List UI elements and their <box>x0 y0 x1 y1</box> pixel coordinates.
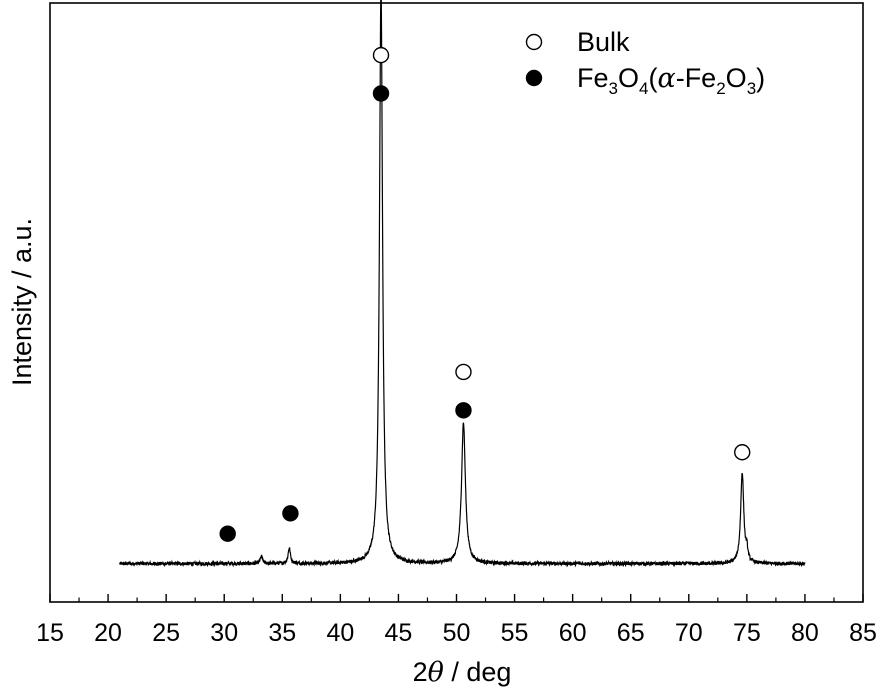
legend-oxide-sub3: 3 <box>609 79 618 98</box>
x-tick-label: 80 <box>791 619 819 647</box>
x-tick-label: 65 <box>617 619 645 647</box>
legend-marker-oxide <box>525 69 543 87</box>
oxide-peak-marker <box>455 402 472 419</box>
x-tick-label: 55 <box>501 619 529 647</box>
bulk-peak-marker <box>455 363 472 381</box>
x-axis-label: 2θ / deg <box>413 657 512 688</box>
x-tick-label: 70 <box>675 619 703 647</box>
x-tick-label: 75 <box>733 619 761 647</box>
legend-label-bulk: Bulk <box>577 27 630 57</box>
x-tick-label: 50 <box>443 619 471 647</box>
legend: Bulk Fe3O4(α-Fe2O3) <box>525 27 765 98</box>
oxide-peak-marker <box>282 505 299 522</box>
x-tick-label: 15 <box>36 619 64 647</box>
x-axis-label-unit: / deg <box>444 657 512 687</box>
x-axis-label-theta: θ <box>428 657 444 688</box>
y-axis-label: Intensity / a.u. <box>7 218 37 386</box>
legend-oxide-alpha: α <box>657 63 675 94</box>
legend-marker-bulk <box>525 33 543 51</box>
x-tick-label: 40 <box>326 619 354 647</box>
peak-markers <box>219 46 751 542</box>
x-tick-label: 35 <box>268 619 296 647</box>
legend-oxide-sub2: 2 <box>716 79 725 98</box>
legend-oxide-dash-fe: -Fe <box>676 63 717 93</box>
diffraction-pattern-line <box>119 0 806 568</box>
x-axis-tick-labels: 15 20 25 30 35 40 45 50 55 60 65 70 75 80 85 <box>36 619 877 647</box>
x-axis-ticks <box>49 594 864 602</box>
legend-label-oxide: Fe3O4(α-Fe2O3) <box>577 63 765 98</box>
bulk-peak-marker <box>372 46 390 64</box>
x-axis-label-prefix: 2 <box>413 657 428 687</box>
x-tick-label: 60 <box>559 619 587 647</box>
x-tick-label: 20 <box>94 619 122 647</box>
legend-oxide-sub4: 4 <box>639 79 648 98</box>
x-tick-label: 85 <box>849 619 877 647</box>
bulk-peak-marker <box>734 444 751 461</box>
legend-oxide-o2: O <box>726 63 747 93</box>
legend-oxide-sub3b: 3 <box>747 79 756 98</box>
oxide-peak-marker <box>219 525 236 542</box>
x-tick-label: 45 <box>385 619 413 647</box>
legend-oxide-paren-close: ) <box>756 63 765 93</box>
legend-oxide-paren-open: ( <box>648 63 657 93</box>
x-tick-label: 30 <box>210 619 238 647</box>
oxide-peak-marker <box>372 85 390 102</box>
legend-oxide-fe: Fe <box>577 63 609 93</box>
legend-oxide-o: O <box>618 63 639 93</box>
x-tick-label: 25 <box>152 619 180 647</box>
